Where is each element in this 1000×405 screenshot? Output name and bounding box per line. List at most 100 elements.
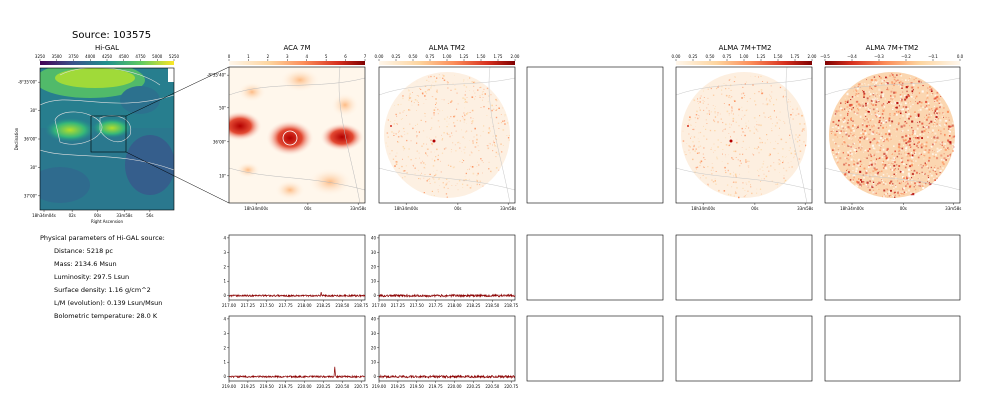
spectrum-frame — [228, 234, 366, 301]
colorbar-tick-label: 0.75 — [426, 54, 435, 59]
spectrum-x-tick-label: 218.50 — [485, 303, 499, 308]
colorbar-tick-label: 0.0 — [957, 54, 964, 59]
colorbar-tick-label: 1.25 — [460, 54, 469, 59]
x-tick-label: 18h34m00s — [840, 206, 864, 211]
empty-spectrum-frame — [675, 234, 813, 301]
x-tick-label: 18h34m00s — [394, 206, 418, 211]
colorbar-tick-label: 0.75 — [723, 54, 732, 59]
tm2-colorbar — [379, 61, 515, 65]
spectrum-x-tick-label: 218.25 — [466, 303, 480, 308]
aca-y-ticks: -8°35'40" 50" 36'00" 10" — [207, 73, 229, 178]
x-tick-label: 18h34m00s — [691, 206, 715, 211]
x-tick-label: 56s — [146, 213, 153, 218]
spectrum-x-tick-label: 219.00 — [222, 384, 236, 389]
colorbar-tick-label: 0.25 — [392, 54, 401, 59]
spectrum-y-tick-label: 10 — [371, 279, 377, 284]
colorbar-tick-label: 6 — [344, 54, 347, 59]
y-tick-label: 37'00" — [24, 193, 37, 198]
spectrum-y-tick-label: 3 — [223, 250, 226, 255]
combo-x-ticks: 18h34m00s 00s 33m58s — [691, 203, 813, 211]
x-tick-label: 18h34m04s — [32, 213, 56, 218]
y-tick-label: 36'00" — [24, 137, 37, 142]
colorbar-tick-label: −0.2 — [901, 54, 911, 59]
spectrum-x-tick-label: 220.25 — [316, 384, 330, 389]
empty-spectrum-frame — [526, 234, 664, 301]
spectrum-y-tick-label: 0 — [223, 374, 226, 379]
aca-x-ticks: 18h34m00s 00s 33m58s — [244, 203, 366, 211]
colorbar-tick-label: −0.1 — [928, 54, 938, 59]
x-tick-label: 18h34m00s — [244, 206, 268, 211]
spectrum-x-tick-label: 219.25 — [391, 384, 405, 389]
spectrum-x-tick-label: 220.00 — [448, 384, 462, 389]
y-tick-label: 30" — [30, 108, 37, 113]
spectrum-y-tick-label: 30 — [371, 331, 377, 336]
higal-colorbar-ticks: 3250 3500 3750 4000 4250 4500 4750 5000 5250 — [35, 54, 180, 61]
params-line: Surface density: 1.16 g/cm^2 — [54, 286, 151, 294]
empty-spectrum-frame — [824, 315, 961, 382]
spectrum-x-tick-label: 218.25 — [316, 303, 330, 308]
spectrum-x-tick-label: 219.50 — [260, 384, 274, 389]
colorbar-tick-label: 2.00 — [511, 54, 520, 59]
spectrum-y-tick-label: 2 — [223, 345, 226, 350]
tm2-title: ALMA TM2 — [429, 44, 466, 52]
zoom-box — [90, 115, 127, 153]
x-tick-label: 00s — [900, 206, 907, 211]
combo-colorbar — [676, 61, 812, 65]
resid-x-ticks: 18h34m00s 00s 33m58s — [840, 203, 961, 211]
spectrum-x-tick-label: 217.00 — [222, 303, 236, 308]
colorbar-tick-label: 1.75 — [494, 54, 503, 59]
colorbar-tick-label: 4500 — [119, 54, 130, 59]
spectrum-x-tick-label: 218.50 — [335, 303, 349, 308]
spectrum-y-tick-label: 4 — [223, 235, 226, 240]
x-tick-label: 33m58s — [116, 213, 132, 218]
colorbar-tick-label: 0.50 — [409, 54, 418, 59]
spectrum-frame — [378, 234, 516, 301]
combo-title: ALMA 7M+TM2 — [719, 44, 772, 52]
x-tick-label: 33m58s — [945, 206, 961, 211]
aca-title: ACA 7M — [283, 44, 310, 52]
spectrum-y-tick-label: 20 — [371, 264, 377, 269]
aca-spectrum-row2: 219.00 219.25 219.50 219.75 220.00 220.25 220.… — [222, 315, 369, 389]
source-title: Source: 103575 — [72, 30, 151, 41]
combo-colorbar-ticks: 0.00 0.25 0.50 0.75 1.00 1.25 1.50 1.75 2.00 — [672, 54, 817, 61]
colorbar-tick-label: 4 — [305, 54, 308, 59]
spectrum-y-tick-label: 40 — [371, 316, 377, 321]
aca-beam-marker — [282, 130, 298, 146]
y-tick-label: 36'00" — [213, 139, 226, 144]
spectrum-y-tick-label: 0 — [373, 293, 376, 298]
spectrum-y-tick-label: 4 — [223, 316, 226, 321]
combo-image — [675, 66, 813, 204]
tm2-panel: ALMA TM2 0.00 0.25 0.50 0.75 1.00 1.25 1.50 1.7… — [375, 44, 520, 211]
spectrum-x-tick-label: 218.00 — [448, 303, 462, 308]
empty-spectrum-frame — [675, 315, 813, 382]
higal-panel: Hi-GAL 3250 3500 3750 4000 4250 4500 4750 5000 5… — [14, 44, 180, 224]
tm2-image — [379, 67, 515, 203]
y-tick-label: 50" — [219, 105, 226, 110]
colorbar-tick-label: 3 — [286, 54, 289, 59]
spectrum-x-tick-label: 218.00 — [298, 303, 312, 308]
colorbar-tick-label: −0.4 — [847, 54, 857, 59]
spectrum-y-tick-label: 20 — [371, 345, 377, 350]
colorbar-tick-label: 0.00 — [672, 54, 681, 59]
colorbar-tick-label: 1.00 — [443, 54, 452, 59]
colorbar-tick-label: 1.25 — [757, 54, 766, 59]
colorbar-tick-label: 3750 — [68, 54, 79, 59]
x-tick-label: 00s — [94, 213, 101, 218]
colorbar-tick-label: 1.50 — [477, 54, 486, 59]
spectrum-y-tick-label: 3 — [223, 331, 226, 336]
colorbar-tick-label: 1.00 — [740, 54, 749, 59]
spectrum-x-tick-label: 220.25 — [466, 384, 480, 389]
spectrum-x-tick-label: 219.00 — [372, 384, 386, 389]
colorbar-tick-label: −0.5 — [820, 54, 830, 59]
x-tick-label: 33m58s — [500, 206, 516, 211]
empty-spectrum-frame — [526, 315, 664, 382]
resid-colorbar-ticks: −0.5 −0.4 −0.3 −0.2 −0.1 0.0 — [820, 54, 964, 61]
spectrum-x-tick-label: 219.75 — [279, 384, 293, 389]
colorbar-tick-label: 4750 — [135, 54, 146, 59]
spectrum-x-tick-label: 217.50 — [410, 303, 424, 308]
combo-panel: ALMA 7M+TM2 0.00 0.25 0.50 0.75 1.00 1.25 1.50… — [672, 44, 817, 211]
aca-colorbar — [229, 61, 365, 65]
spectrum-y-tick-label: 0 — [223, 293, 226, 298]
colorbar-tick-label: 3250 — [35, 54, 46, 59]
